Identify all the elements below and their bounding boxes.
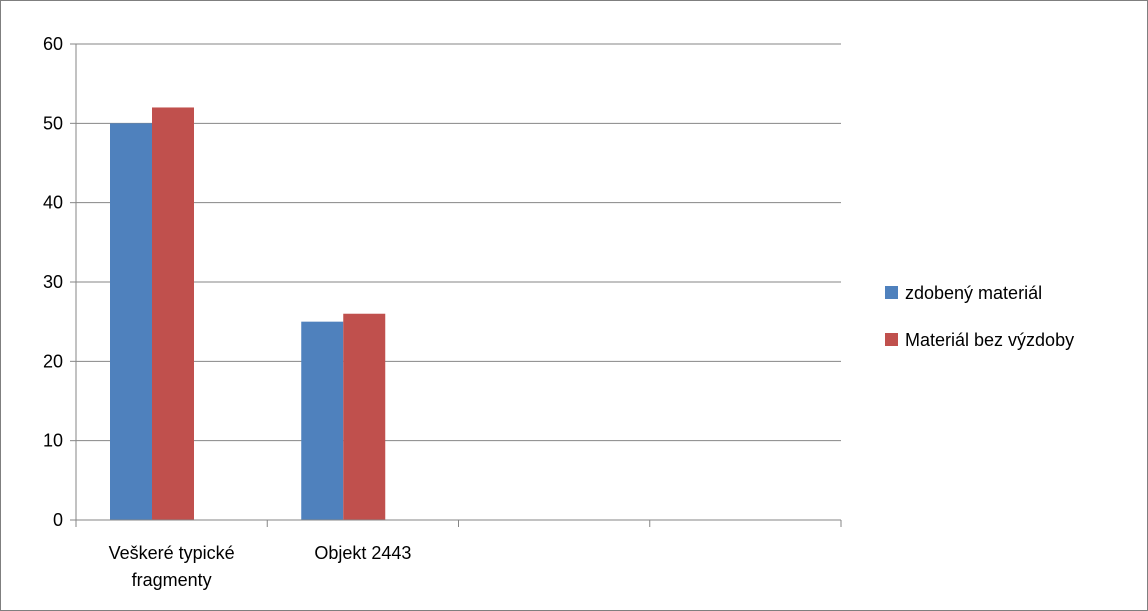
- y-tick-label: 20: [43, 351, 63, 371]
- y-tick-label: 0: [53, 510, 63, 530]
- gridlines: [76, 43, 841, 442]
- x-tick-labels: Veškeré typické fragmenty Objekt 2443: [109, 543, 412, 590]
- y-tick-labels: 0 10 20 30 40 50 60: [43, 34, 63, 530]
- legend-label: zdobený materiál: [905, 283, 1042, 303]
- y-tick-label: 60: [43, 34, 63, 54]
- legend: zdobený materiál Materiál bez výzdoby: [885, 283, 1074, 350]
- y-tick-label: 10: [43, 431, 63, 451]
- x-tick-label: Veškeré typické: [109, 543, 235, 563]
- bar-series-2: [152, 107, 194, 520]
- x-tick-label: Objekt 2443: [314, 543, 411, 563]
- bar-series-2: [343, 313, 386, 520]
- bar-series-1: [301, 321, 344, 520]
- bars: [110, 107, 386, 520]
- y-tick-label: 40: [43, 193, 63, 213]
- legend-swatch: [885, 333, 898, 346]
- axes: [70, 43, 842, 527]
- legend-label: Materiál bez výzdoby: [905, 330, 1074, 350]
- legend-swatch: [885, 286, 898, 299]
- y-tick-label: 50: [43, 113, 63, 133]
- bar-series-1: [110, 123, 152, 520]
- x-tick-label: fragmenty: [132, 570, 212, 590]
- y-tick-label: 30: [43, 272, 63, 292]
